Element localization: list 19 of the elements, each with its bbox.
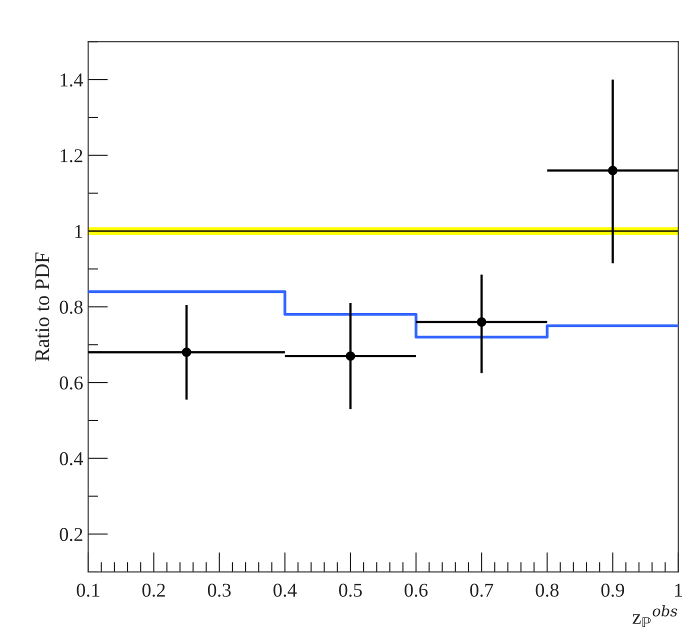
- x-tick-label: 0.4: [273, 584, 297, 597]
- y-tick-label: 0.6: [60, 376, 83, 390]
- x-tick-label: 0.7: [470, 584, 494, 597]
- x-tick-label: 0.9: [601, 584, 624, 597]
- x-tick-label: 0.3: [208, 584, 231, 597]
- y-tick-label: 1: [75, 224, 82, 238]
- y-tick-label: 1.2: [60, 149, 82, 162]
- x-tick-label: 0.8: [536, 584, 559, 597]
- x-axis-title: z$_{ℙ}$$^{obs}$: [632, 605, 678, 628]
- x-tick-label: 0.5: [339, 584, 362, 597]
- y-tick-label: 0.4: [60, 452, 84, 466]
- y-tick-label: 0.8: [60, 300, 83, 314]
- y-tick-label: 1.4: [60, 73, 84, 87]
- y-axis-title: Ratio to PDF: [35, 252, 50, 362]
- x-tick-label: 0.2: [142, 584, 165, 597]
- x-tick-label: 1: [675, 584, 682, 597]
- x-tick-label: 0.6: [404, 584, 428, 597]
- x-tick-label: 0.1: [76, 584, 100, 597]
- y-tick-label: 0.2: [60, 528, 82, 542]
